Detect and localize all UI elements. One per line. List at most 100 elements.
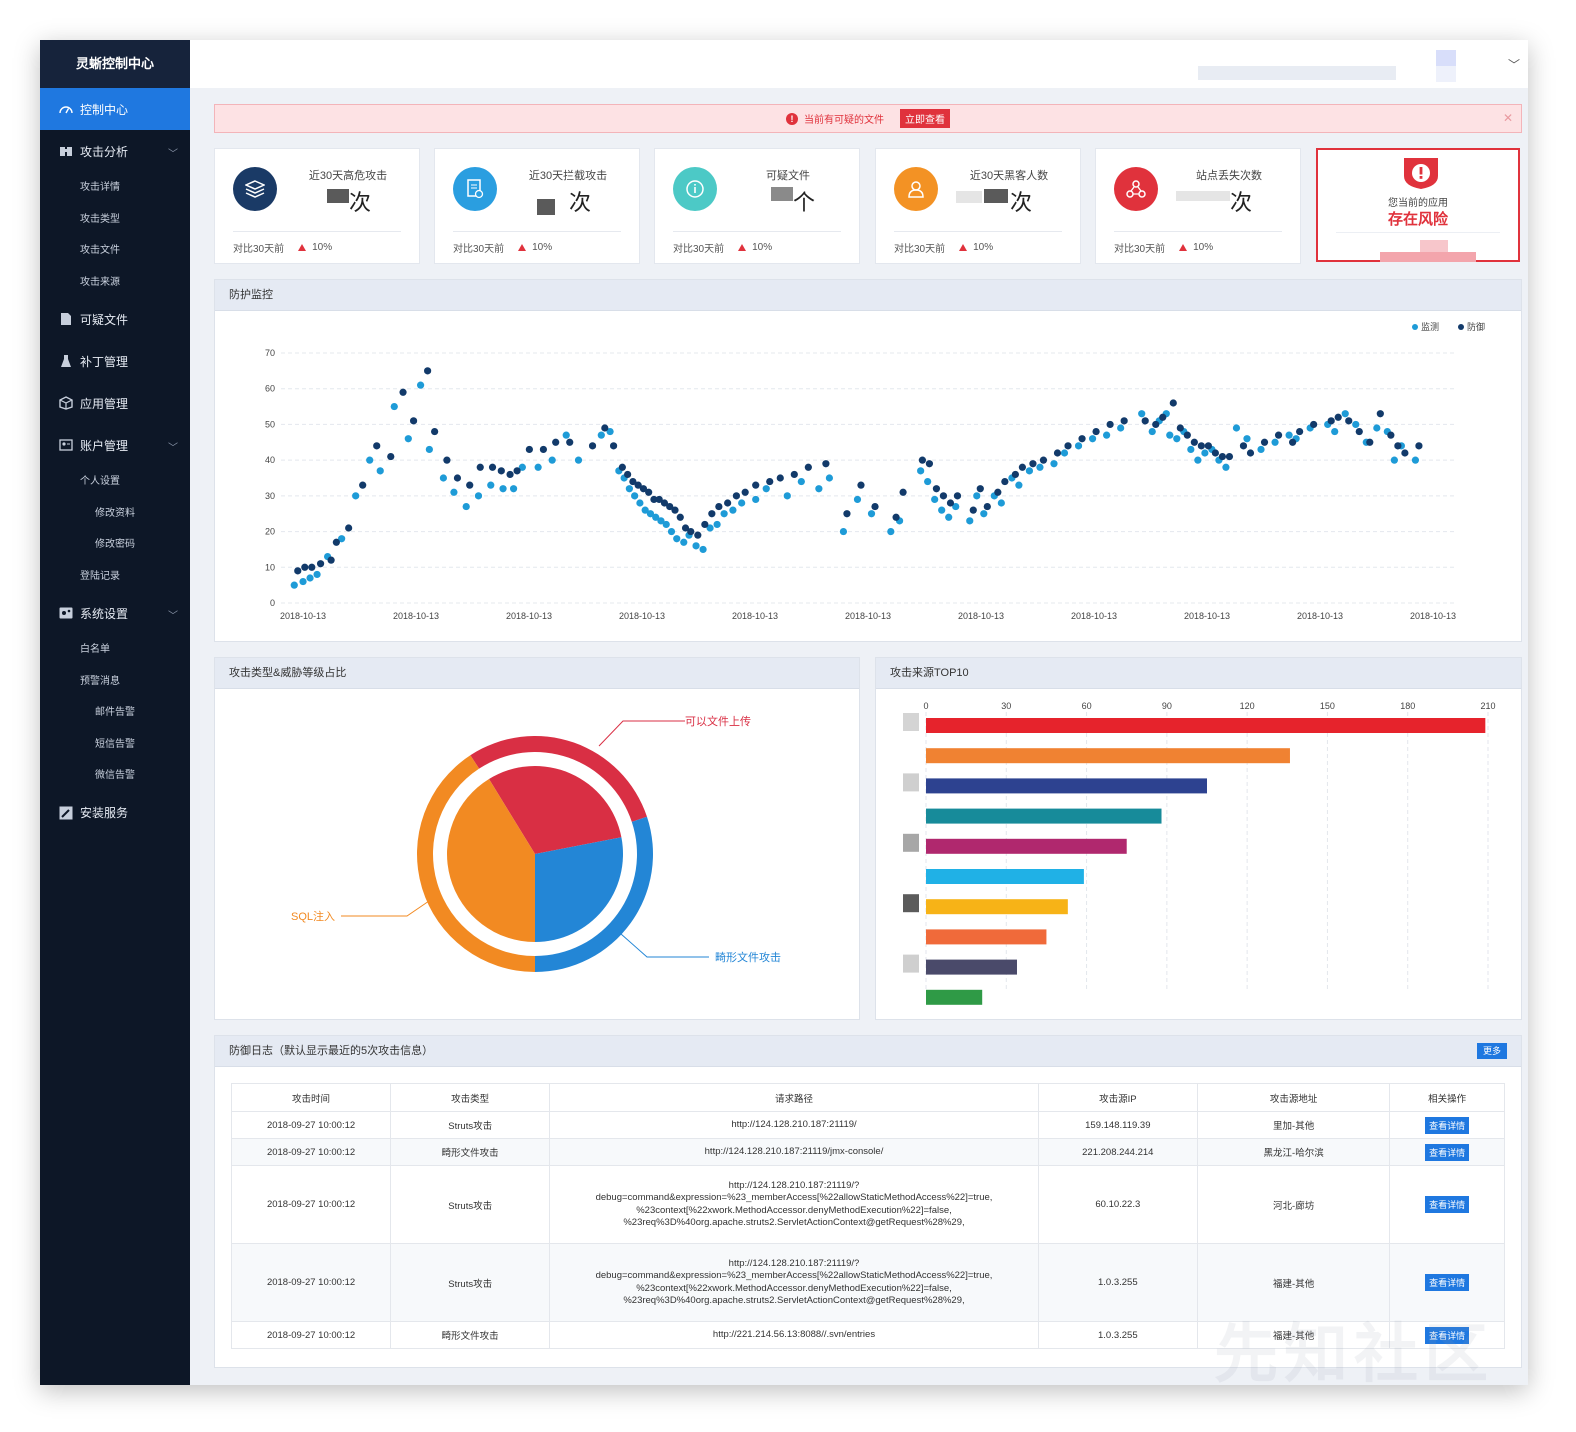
data-point	[1064, 442, 1072, 450]
data-point	[1018, 463, 1026, 471]
nav-whitelist[interactable]: 白名单	[80, 644, 110, 655]
data-point	[1341, 410, 1349, 418]
nav-system-settings[interactable]: 系统设置 ﹀	[40, 592, 190, 634]
data-point	[373, 442, 381, 450]
card-unit: 个	[793, 190, 816, 215]
data-point	[1366, 438, 1374, 446]
nav-attack-analysis[interactable]: 攻击分析 ﹀	[40, 130, 190, 172]
view-detail-button[interactable]: 查看详情	[1425, 1143, 1470, 1161]
data-point	[1394, 442, 1402, 450]
stat-card[interactable]: 站点丢失次数次对比30天前 10%	[1095, 148, 1301, 264]
card-pct: 10%	[752, 242, 773, 253]
data-point	[666, 502, 674, 511]
stat-card[interactable]: 近30天拦截攻击次对比30天前 10%	[434, 148, 640, 264]
user-menu-chevron-icon[interactable]: ﹀	[1508, 58, 1521, 72]
card-pct: 10%	[1193, 242, 1214, 253]
nav-app-mgmt[interactable]: 应用管理	[40, 382, 190, 424]
attack-source-bar-chart: 0 30 60 90 120 150 180 210	[903, 701, 1496, 1005]
data-point	[306, 574, 314, 582]
data-point	[338, 535, 346, 543]
ip-cell: 60.10.22.3	[1037, 1165, 1198, 1244]
data-point	[871, 502, 879, 511]
view-detail-button[interactable]: 查看详情	[1425, 1326, 1470, 1344]
column-header: 攻击时间	[230, 1083, 392, 1112]
risk-card[interactable]: 您当前的应用 存在风险	[1316, 148, 1520, 262]
nav-attack-detail[interactable]: 攻击详情	[80, 182, 120, 193]
data-point	[1106, 420, 1114, 429]
nav-change-password[interactable]: 修改密码	[95, 539, 135, 550]
view-now-button[interactable]: 立即查看	[900, 109, 950, 128]
data-point	[752, 481, 760, 489]
x-tick-label: 2018-10-13	[506, 611, 552, 621]
more-button[interactable]: 更多	[1476, 1043, 1507, 1059]
data-point	[946, 499, 955, 507]
nav-patch-mgmt[interactable]: 补丁管理	[40, 340, 190, 382]
nav-personal-settings[interactable]: 个人设置	[80, 476, 120, 487]
nav-wechat-alert[interactable]: 微信告警	[95, 770, 135, 781]
y-tick-label: 40	[265, 455, 275, 465]
risk-line2: 存在风险	[1387, 211, 1448, 228]
data-point	[657, 517, 665, 525]
nav-edit-profile[interactable]: 修改资料	[95, 507, 135, 519]
data-point	[797, 477, 805, 486]
addr-cell: 河北-廊坊	[1196, 1165, 1391, 1244]
nav-login-records[interactable]: 登陆记录	[80, 570, 120, 582]
leader-line	[598, 720, 685, 747]
nav-suspicious-files[interactable]: 可疑文件	[40, 298, 190, 340]
y-tick-label: 50	[265, 419, 275, 429]
data-point	[376, 467, 384, 475]
nav-attack-file[interactable]: 攻击文件	[80, 245, 120, 256]
network-icon	[1114, 167, 1158, 211]
data-point	[294, 567, 302, 575]
data-point	[969, 506, 977, 514]
ring-segment	[470, 736, 647, 822]
data-point	[409, 417, 418, 425]
data-point	[1327, 417, 1335, 425]
y-tick-label: 70	[265, 348, 275, 358]
leader-line	[341, 900, 430, 917]
view-detail-button[interactable]: 查看详情	[1425, 1116, 1470, 1134]
divider	[233, 231, 401, 232]
stat-card[interactable]: 近30天黑客人数次对比30天前 10%	[875, 148, 1081, 264]
card-compare-label: 对比30天前	[453, 244, 505, 255]
x-tick-label: 2018-10-13	[732, 611, 778, 621]
time-cell: 2018-09-27 10:00:12	[230, 1111, 392, 1139]
nav-account-mgmt[interactable]: 账户管理 ﹀	[40, 424, 190, 466]
divider	[1336, 232, 1500, 233]
avatar-shadow	[1436, 66, 1456, 82]
nav-alert-msgs[interactable]: 预警消息	[80, 675, 120, 687]
data-point	[660, 499, 669, 507]
data-point	[597, 431, 605, 439]
stat-card[interactable]: 近30天高危攻击次对比30天前 10%	[214, 148, 420, 264]
risk-line1: 您当前的应用	[1388, 198, 1448, 209]
close-icon[interactable]: ✕	[1502, 111, 1513, 125]
nav-account-mgmt-label: 账户管理	[80, 438, 129, 453]
suspicious-file-alert: ! 当前有可疑的文件 立即查看 ✕	[214, 104, 1522, 133]
nav-suspicious-files-label: 可疑文件	[80, 312, 129, 327]
data-point	[1352, 420, 1360, 429]
nav-patch-mgmt-label: 补丁管理	[80, 354, 129, 369]
nav-dashboard[interactable]: 控制中心	[40, 88, 190, 130]
nav-sms-alert[interactable]: 短信告警	[95, 738, 135, 750]
data-point	[667, 527, 676, 536]
nav-attack-type[interactable]: 攻击类型	[80, 213, 120, 225]
nav-install-service[interactable]: 安装服务	[40, 792, 190, 834]
data-point	[1060, 449, 1069, 457]
avatar[interactable]	[1436, 50, 1456, 66]
nav-email-alert[interactable]: 邮件告警	[95, 707, 135, 718]
view-detail-button[interactable]: 查看详情	[1425, 1196, 1470, 1213]
alert-text: 当前有可疑的文件	[804, 115, 884, 126]
data-point	[601, 424, 609, 432]
defense-log-table: 攻击时间 攻击类型 请求路径 攻击源IP 攻击源地址 相关操作 2018-09-27 10…	[230, 1083, 1505, 1349]
view-detail-button[interactable]: 查看详情	[1425, 1274, 1470, 1291]
time-cell: 2018-09-27 10:00:12	[230, 1321, 392, 1349]
x-tick-label: 0	[923, 701, 928, 711]
stat-card[interactable]: 可疑文件个对比30天前 10%	[654, 148, 860, 264]
redacted-flag	[903, 713, 919, 731]
data-point	[924, 477, 932, 486]
data-point	[1271, 438, 1279, 446]
data-point	[1148, 427, 1156, 436]
nav-attack-source[interactable]: 攻击来源	[80, 276, 120, 288]
data-point	[676, 513, 684, 521]
data-point	[1355, 427, 1363, 436]
